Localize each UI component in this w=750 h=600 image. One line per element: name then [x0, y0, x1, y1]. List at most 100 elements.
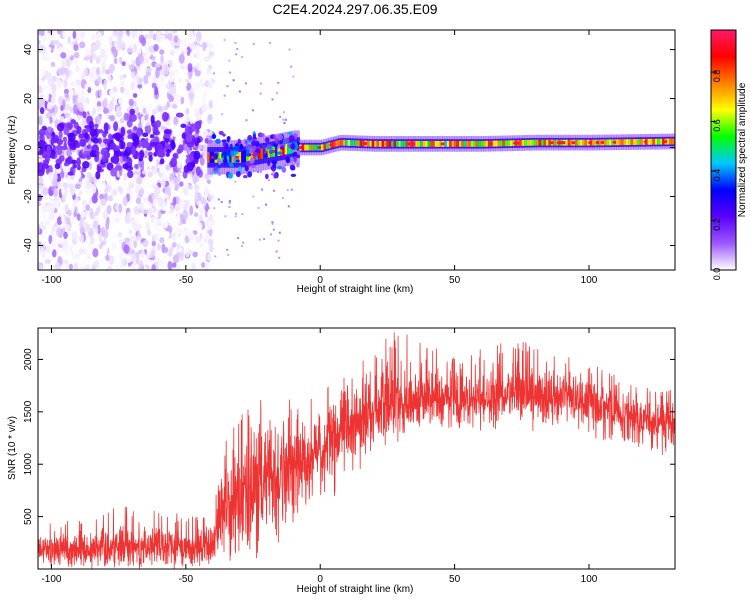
- heatmap-cell: [311, 144, 315, 151]
- heatmap-cell: [290, 65, 293, 68]
- heatmap-cell: [198, 214, 204, 222]
- heatmap-cell: [78, 189, 83, 196]
- heatmap-cell: [279, 145, 285, 150]
- heatmap-cell: [536, 139, 540, 146]
- heatmap-cell: [142, 52, 147, 57]
- heatmap-cell: [112, 188, 118, 197]
- heatmap-cell: [282, 144, 286, 155]
- heatmap-cell: [166, 148, 172, 154]
- heatmap-cell: [49, 153, 56, 159]
- heatmap-cell: [79, 41, 86, 49]
- heatmap-cell: [521, 140, 525, 146]
- heatmap-cell: [63, 88, 70, 95]
- heatmap-cell: [228, 206, 231, 209]
- heatmap-cell: [131, 59, 136, 65]
- heatmap-cell: [171, 104, 178, 109]
- heatmap-cell: [195, 128, 200, 134]
- heatmap-cell: [65, 103, 72, 112]
- heatmap-cell: [208, 51, 215, 57]
- heatmap-cell: [39, 176, 43, 185]
- heatmap-cell: [101, 113, 108, 120]
- heatmap-cell: [283, 122, 286, 125]
- heatmap-cell: [121, 141, 126, 150]
- heatmap-cell: [267, 179, 270, 182]
- heatmap-cell: [166, 30, 174, 34]
- heatmap-cell: [133, 205, 139, 215]
- heatmap-cell: [229, 150, 235, 157]
- heatmap-cell: [290, 173, 297, 177]
- heatmap-cell: [129, 113, 137, 122]
- heatmap-cell: [179, 73, 183, 79]
- heatmap-cell: [105, 220, 110, 231]
- heatmap-cell: [78, 248, 85, 255]
- heatmap-cell: [152, 233, 159, 240]
- heatmap-cell: [577, 139, 581, 146]
- heatmap-cell: [497, 140, 501, 147]
- heatmap-cell: [359, 140, 363, 147]
- heatmap-cell: [91, 34, 95, 42]
- heatmap-cell: [366, 140, 371, 147]
- heatmap-x-tick-label: -100: [41, 275, 61, 286]
- heatmap-cell: [128, 98, 134, 106]
- heatmap-cell: [228, 162, 234, 167]
- heatmap-cell: [69, 185, 76, 196]
- heatmap-cell: [666, 138, 671, 145]
- heatmap-cell: [151, 264, 156, 270]
- heatmap-cell: [350, 140, 354, 146]
- heatmap-cell: [279, 115, 282, 118]
- heatmap-cell: [287, 205, 290, 208]
- snr-x-axis-label: Height of straight line (km): [297, 584, 414, 595]
- heatmap-cell: [38, 79, 44, 85]
- heatmap-cell: [194, 82, 201, 90]
- heatmap-cell: [82, 247, 88, 256]
- heatmap-cell: [347, 140, 351, 146]
- heatmap-cell: [133, 240, 138, 249]
- heatmap-cell: [393, 140, 397, 147]
- heatmap-cell: [42, 187, 49, 196]
- heatmap-cell: [143, 74, 149, 85]
- heatmap-cell: [62, 182, 69, 189]
- heatmap-cell: [492, 140, 496, 147]
- heatmap-cell: [88, 120, 95, 131]
- heatmap-cell: [272, 170, 275, 173]
- heatmap-cell: [179, 181, 184, 187]
- heatmap-cell: [38, 184, 44, 192]
- heatmap-cell: [127, 180, 133, 187]
- heatmap-cell: [251, 144, 257, 151]
- heatmap-cell: [228, 199, 231, 202]
- heatmap-cell: [106, 204, 112, 215]
- heatmap-cell: [103, 150, 110, 160]
- heatmap-cell: [288, 48, 291, 51]
- heatmap-cell: [190, 87, 194, 94]
- heatmap-cell: [640, 138, 644, 145]
- heatmap-cell: [145, 125, 152, 135]
- snr-x-tick-label: 0: [317, 574, 323, 585]
- heatmap-cell: [268, 41, 271, 44]
- heatmap-cell: [78, 151, 83, 158]
- heatmap-cell: [180, 96, 185, 105]
- heatmap-cell: [130, 263, 137, 270]
- heatmap-cell: [101, 66, 106, 75]
- heatmap-cell: [38, 206, 43, 213]
- heatmap-cell: [134, 184, 140, 195]
- heatmap-cell: [70, 215, 77, 225]
- heatmap-cell: [371, 140, 376, 147]
- heatmap-cell: [207, 151, 211, 163]
- heatmap-cell: [180, 31, 185, 42]
- heatmap-cell: [44, 91, 49, 102]
- heatmap-cell: [111, 97, 115, 104]
- heatmap-cell: [178, 77, 182, 84]
- heatmap-cell: [290, 188, 293, 191]
- heatmap-cell: [62, 136, 68, 143]
- colorbar-ticks: 0.0 0.2 0.4 0.6 0.8: [711, 70, 722, 280]
- heatmap-cell: [143, 151, 149, 157]
- heatmap-cell: [263, 238, 266, 241]
- heatmap-cell: [53, 198, 60, 209]
- heatmap-cell: [259, 92, 262, 95]
- snr-x-tick-label: -50: [179, 574, 194, 585]
- heatmap-cell: [229, 151, 233, 163]
- heatmap-cell: [55, 89, 62, 98]
- heatmap-cell: [145, 119, 151, 126]
- heatmap-cell: [82, 111, 87, 119]
- heatmap-cell: [75, 79, 82, 86]
